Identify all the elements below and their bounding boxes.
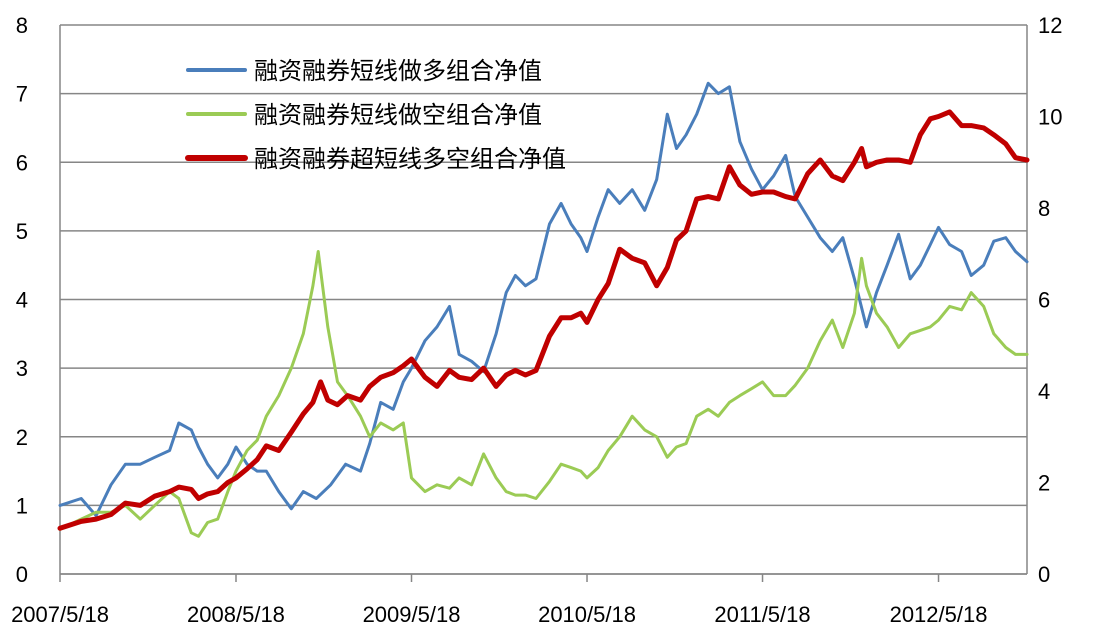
y-right-tick-label: 12 <box>1038 13 1062 38</box>
x-tick-label: 2007/5/18 <box>11 602 109 627</box>
x-tick-label: 2012/5/18 <box>890 602 988 627</box>
grid-lines <box>60 24 1027 575</box>
legend-label-3: 融资融券超短线多空组合净值 <box>254 145 566 173</box>
y-right-tick-label: 10 <box>1038 105 1062 130</box>
y-right-tick-label: 4 <box>1038 379 1050 404</box>
x-tick-label: 2009/5/18 <box>363 602 461 627</box>
legend-label-1: 融资融券短线做多组合净值 <box>254 57 542 85</box>
legend-label-2: 融资融券短线做空组合净值 <box>254 101 542 129</box>
series-lines <box>57 81 1030 538</box>
y-right-tick-label: 6 <box>1038 288 1050 313</box>
series-line-3 <box>57 109 1030 531</box>
y-left-tick-label: 8 <box>16 13 28 38</box>
y-left-tick-label: 0 <box>16 562 28 587</box>
y-right-tick-label: 0 <box>1038 562 1050 587</box>
y-left-tick-label: 7 <box>16 82 28 107</box>
y-right-tick-label: 2 <box>1038 471 1050 496</box>
y-left-tick-label: 4 <box>16 288 28 313</box>
y-left-tick-label: 3 <box>16 356 28 381</box>
x-tick-label: 2011/5/18 <box>714 602 810 627</box>
series-line-2 <box>58 250 1029 538</box>
series-line-1 <box>58 81 1029 518</box>
x-tick-label: 2010/5/18 <box>538 602 636 627</box>
y-right-tick-label: 8 <box>1038 196 1050 221</box>
y-left-tick-label: 1 <box>16 493 28 518</box>
y-left-tick-label: 2 <box>16 425 28 450</box>
y-left-tick-label: 5 <box>16 219 28 244</box>
x-tick-label: 2008/5/18 <box>187 602 285 627</box>
y-left-tick-label: 6 <box>16 150 28 175</box>
